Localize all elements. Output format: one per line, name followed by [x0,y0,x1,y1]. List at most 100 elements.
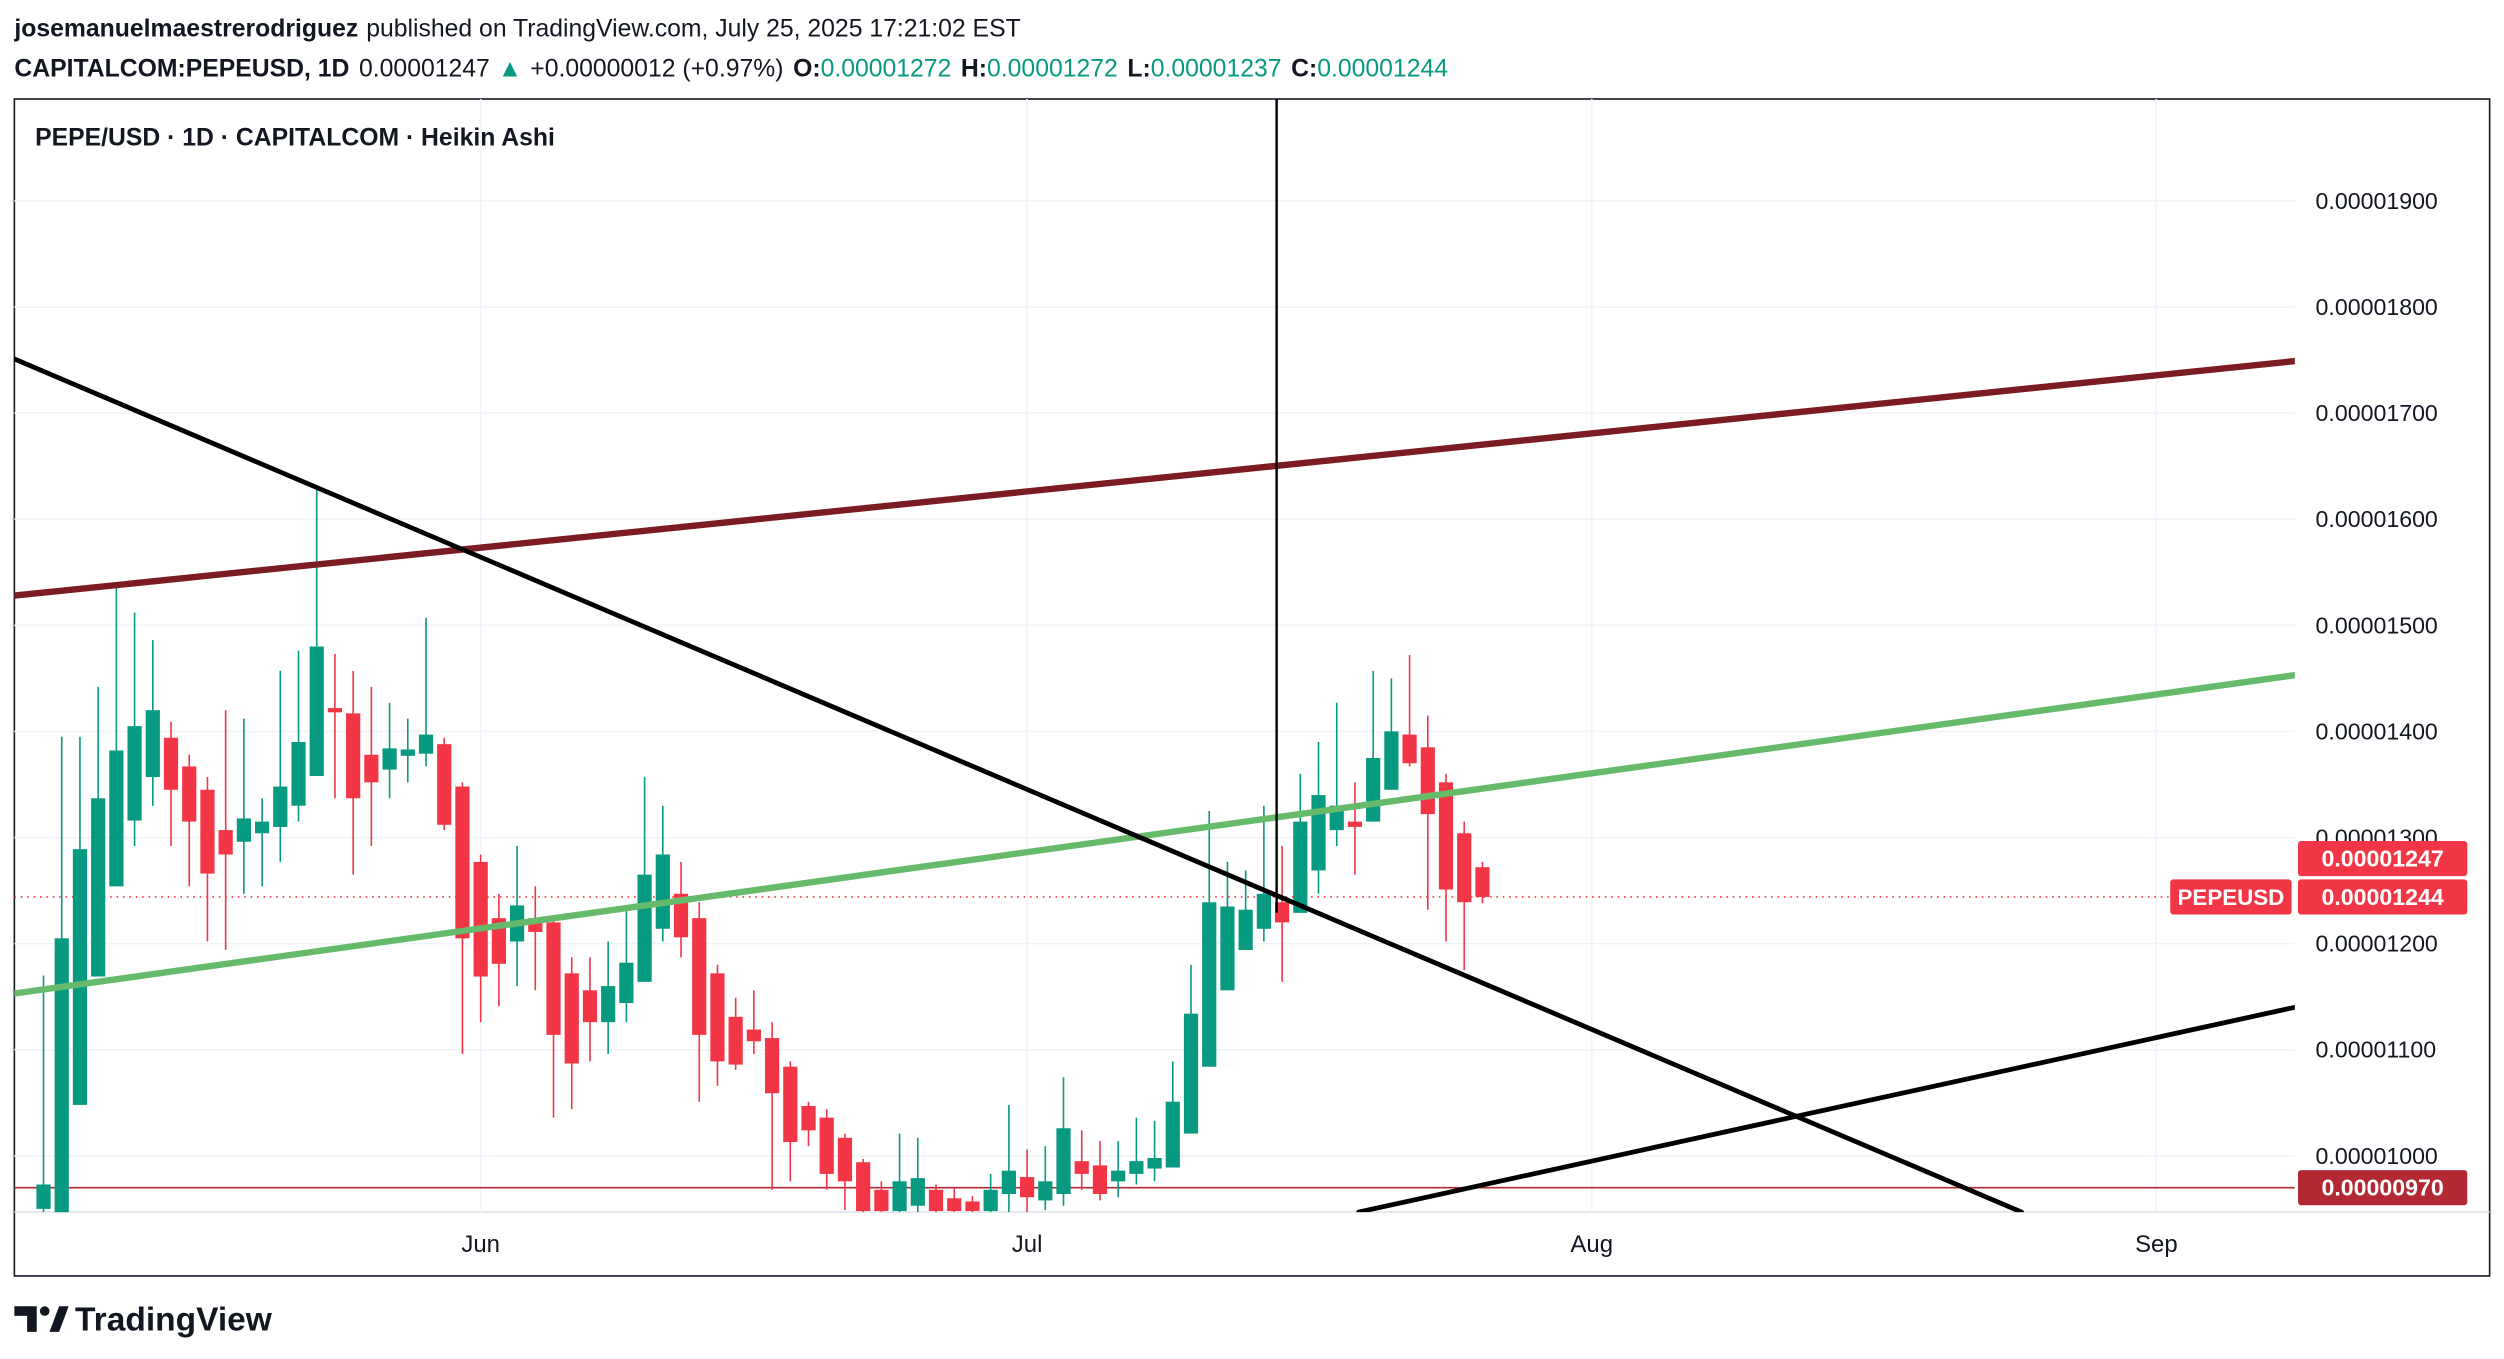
symbol-box-label: PEPEUSD [2178,885,2285,910]
candle-body [819,1117,834,1174]
candle-body [1293,821,1308,913]
ohlc-value: 0.00001272 [987,56,1118,83]
candle-body [1183,1013,1199,1134]
logo-mark [49,1306,69,1332]
ohlc-label: C: [1291,56,1317,83]
price-box [2297,1170,2468,1206]
x-tick-label: Jun [461,1231,500,1258]
candle-body [1420,747,1435,815]
y-tick-label: 0.00001600 [2316,506,2438,532]
candle-body [965,1201,980,1212]
published: published on TradingView.com, July 25, 2… [366,16,1020,43]
candle-body [1001,1170,1016,1195]
y-tick-label: 0.00001800 [2316,294,2438,320]
candle-body [254,821,270,834]
candle-body [1111,1170,1126,1182]
candle-body [928,1189,944,1212]
y-tick-label: 0.00001700 [2316,400,2438,426]
candle-body [947,1198,962,1212]
candle-body [655,854,670,929]
candle-body [601,986,616,1023]
candle-body [364,754,379,783]
ohlc-label: H: [961,56,987,83]
candle-body [1092,1165,1108,1195]
candle-body [72,849,88,1105]
y-tick-label: 0.00001100 [2316,1037,2437,1063]
candle-body [801,1105,816,1131]
candle-body [673,893,689,938]
candle-body [1438,782,1454,890]
candle-body [418,734,434,754]
candle-body [692,918,707,1035]
candle-body [437,744,452,825]
candle-body [1366,757,1381,822]
candle-body [273,786,288,827]
candle-body [564,973,579,1064]
frame [13,98,2491,1277]
price-box [2297,841,2468,877]
logo-mark [39,1306,50,1316]
ohlc-label: O: [793,56,821,83]
candle-body [36,1184,51,1209]
candle-body [1475,867,1490,897]
candle-body [1074,1161,1089,1174]
last-price: 0.00001247 [359,56,490,83]
candle-body [1402,734,1417,764]
x-tick-label: Aug [1570,1231,1613,1258]
chart-title: PEPE/USD · 1D · CAPITALCOM · Heikin Ashi [35,124,555,151]
candle-body [291,742,306,806]
candle-body [236,818,251,842]
price-box-label: 0.00000970 [2321,1175,2443,1201]
header-line: josemanuelmaestrerodriguez published on T… [13,16,1020,43]
candle-body [91,798,106,977]
candle-body [1384,731,1399,790]
candle-body [1019,1177,1035,1198]
candle-body [1220,906,1235,991]
candle-body [473,861,488,977]
author: josemanuelmaestrerodriguez [13,16,358,43]
candle-body [109,750,124,887]
candle-body [728,1016,743,1065]
candle-body [764,1038,780,1094]
price-box [2297,879,2468,915]
price-box-label: 0.00001247 [2321,846,2443,872]
candle-body [127,726,142,821]
candle-body [637,874,652,982]
symbol-box [2170,879,2292,915]
candle-body [837,1137,853,1182]
candle-body [182,766,197,822]
candle-body [327,708,343,713]
y-tick-label: 0.00001000 [2316,1143,2438,1169]
change-arrow: ▲ [498,56,522,83]
logo: TradingView [14,1301,273,1338]
candle-body [346,713,361,799]
logo-mark [14,1306,37,1332]
candle-body [1129,1161,1144,1174]
trend-line [14,356,2024,1213]
candle-body [382,748,397,770]
candle-body [1457,833,1472,903]
logo-text: TradingView [75,1301,273,1338]
candle-body [746,1029,761,1042]
candle-body [910,1178,925,1206]
x-tick-label: Jul [1012,1231,1043,1258]
candle-body [400,749,415,756]
candle-body [1165,1101,1180,1168]
y-tick-label: 0.00001200 [2316,931,2438,957]
ohlc-label: L: [1127,56,1150,83]
grid [14,99,2295,1213]
x-tick-label: Sep [2135,1231,2178,1258]
candle-body [309,646,324,776]
candle-body [1056,1128,1071,1195]
candle-body [1202,902,1217,1067]
candle-body [1038,1181,1053,1201]
candle-body [455,786,470,939]
axes: 0.000010000.000011000.000012000.00001300… [461,188,2468,1258]
candle-body [856,1162,871,1212]
candle-body [54,938,69,1213]
ohlc-value: 0.00001244 [1317,56,1448,83]
price-box-label: 0.00001244 [2321,884,2443,910]
candle-body [1238,909,1253,950]
